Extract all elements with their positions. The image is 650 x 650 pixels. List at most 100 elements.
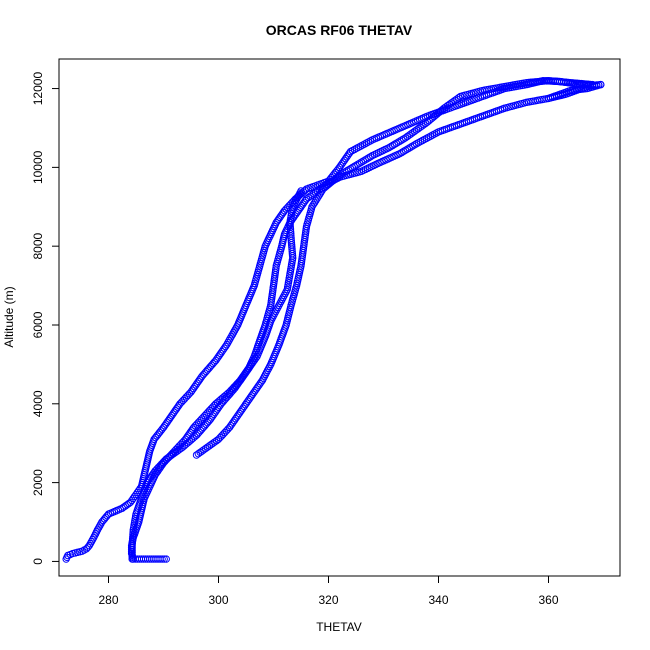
data-point bbox=[314, 193, 322, 201]
data-point bbox=[196, 448, 204, 457]
data-point bbox=[221, 342, 230, 351]
y-tick-label: 0 bbox=[31, 558, 45, 565]
data-point bbox=[366, 152, 375, 161]
data-point bbox=[354, 160, 362, 169]
data-point bbox=[453, 95, 461, 103]
data-point bbox=[310, 199, 319, 207]
y-tick-label: 8000 bbox=[31, 233, 45, 260]
y-tick-label: 6000 bbox=[31, 311, 45, 338]
data-point bbox=[212, 436, 221, 445]
data-point bbox=[162, 455, 170, 463]
data-point bbox=[399, 147, 408, 156]
y-tick-label: 12000 bbox=[31, 72, 45, 106]
data-point bbox=[405, 144, 413, 152]
data-point bbox=[449, 97, 457, 106]
data-point bbox=[409, 142, 417, 150]
data-point bbox=[309, 201, 317, 209]
data-point bbox=[399, 135, 408, 143]
data-point bbox=[207, 440, 215, 449]
data-point bbox=[392, 139, 401, 147]
x-tick-label: 300 bbox=[208, 593, 228, 607]
data-point bbox=[339, 169, 347, 177]
data-point bbox=[205, 442, 214, 450]
data-point bbox=[168, 451, 176, 459]
data-point bbox=[160, 555, 168, 563]
data-point bbox=[456, 92, 465, 101]
data-point bbox=[451, 96, 459, 105]
chart-title: ORCAS RF06 THETAV bbox=[266, 22, 413, 38]
data-point bbox=[297, 187, 305, 195]
data-point bbox=[368, 151, 377, 160]
data-point bbox=[401, 134, 410, 142]
data-point bbox=[365, 154, 373, 162]
y-tick-label: 4000 bbox=[31, 390, 45, 417]
data-point bbox=[412, 140, 421, 148]
data-point bbox=[410, 141, 419, 149]
data-point bbox=[410, 127, 419, 135]
y-axis: 0 2000 4000 6000 8000 10000 12000 bbox=[31, 72, 60, 565]
y-tick-label: 2000 bbox=[31, 469, 45, 496]
data-point bbox=[171, 448, 180, 457]
y-axis-label: Altitude (m) bbox=[2, 286, 16, 347]
data-point bbox=[394, 138, 402, 146]
x-tick-label: 360 bbox=[538, 593, 558, 607]
data-point bbox=[344, 166, 353, 174]
data-point bbox=[361, 156, 369, 164]
data-point bbox=[211, 438, 219, 446]
data-point bbox=[350, 162, 358, 171]
data-point bbox=[313, 195, 321, 203]
data-point bbox=[390, 140, 399, 149]
data-point bbox=[421, 119, 430, 128]
data-point bbox=[403, 145, 412, 153]
data-point bbox=[203, 443, 212, 451]
x-axis-label: THETAV bbox=[316, 620, 362, 634]
data-point bbox=[418, 122, 426, 130]
data-point bbox=[407, 143, 415, 151]
data-point bbox=[311, 197, 320, 205]
data-point bbox=[420, 120, 428, 129]
data-point bbox=[363, 155, 371, 163]
data-point bbox=[166, 452, 174, 461]
data-point bbox=[209, 439, 217, 447]
data-point bbox=[316, 189, 325, 197]
data-point bbox=[162, 555, 170, 563]
data-point bbox=[447, 99, 456, 107]
data-point bbox=[158, 555, 166, 563]
data-point bbox=[306, 192, 314, 200]
data-point bbox=[445, 100, 454, 109]
data-point bbox=[352, 161, 360, 170]
data-point bbox=[355, 159, 364, 167]
data-point bbox=[164, 453, 172, 462]
data-point bbox=[214, 435, 223, 443]
data-point bbox=[175, 446, 183, 454]
data-point bbox=[169, 450, 178, 458]
data-point bbox=[423, 118, 432, 126]
data-point bbox=[405, 131, 413, 139]
x-tick-label: 320 bbox=[318, 593, 338, 607]
data-point bbox=[318, 187, 326, 195]
data-point bbox=[416, 123, 424, 132]
data-point bbox=[407, 130, 415, 138]
data-point bbox=[401, 146, 410, 154]
data-point bbox=[387, 142, 395, 151]
data-point bbox=[200, 446, 208, 454]
data-point bbox=[315, 191, 324, 199]
data-point bbox=[398, 136, 406, 144]
y-tick-label: 10000 bbox=[31, 150, 45, 184]
data-point bbox=[443, 101, 452, 110]
data-point bbox=[388, 141, 397, 150]
data-point bbox=[346, 164, 355, 173]
data-point bbox=[198, 447, 206, 455]
data-point bbox=[173, 447, 181, 455]
data-point bbox=[194, 450, 203, 458]
data-point bbox=[319, 185, 327, 193]
data-point bbox=[398, 148, 406, 157]
x-tick-label: 280 bbox=[98, 593, 118, 607]
x-axis: 280 300 320 340 360 bbox=[98, 575, 559, 607]
data-point bbox=[412, 126, 421, 134]
data-point bbox=[343, 167, 351, 175]
data-point bbox=[414, 124, 423, 133]
data-point bbox=[348, 163, 357, 172]
data-point bbox=[403, 132, 412, 141]
